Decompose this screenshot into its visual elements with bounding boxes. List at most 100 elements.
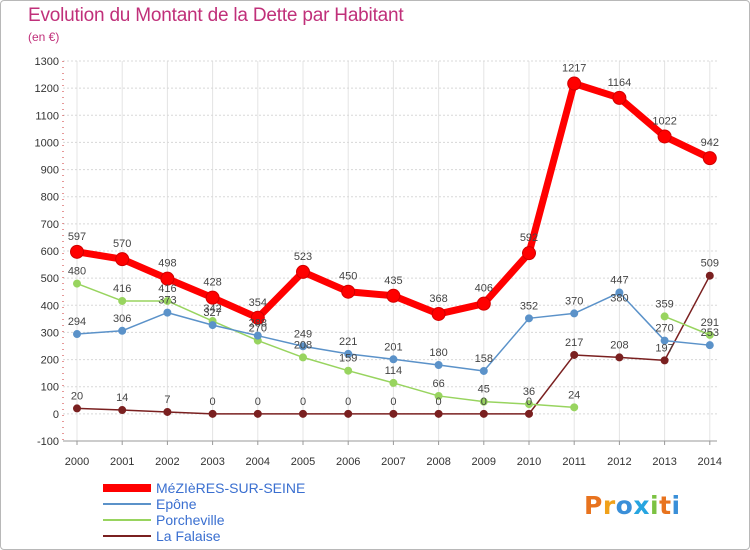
data-point-m-zi-res-sur-seine	[160, 271, 175, 286]
x-tick-label: 2008	[426, 456, 450, 468]
data-label: 0	[210, 396, 216, 408]
data-label: 498	[158, 258, 176, 270]
y-tick-label: 1100	[35, 110, 59, 122]
x-tick-label: 2012	[607, 456, 631, 468]
data-point-m-zi-res-sur-seine	[476, 296, 491, 311]
data-label: 24	[568, 389, 580, 401]
data-label: 197	[655, 342, 673, 354]
data-point-la-falaise	[525, 409, 533, 418]
legend-label-ep-ne: Epône	[156, 496, 197, 512]
data-label: 523	[294, 251, 312, 263]
y-tick-label: 900	[41, 165, 59, 177]
data-label: 570	[113, 238, 131, 250]
data-label: 370	[565, 295, 583, 307]
data-point-porcheville	[118, 296, 127, 305]
legend-label-porcheville: Porcheville	[156, 512, 225, 528]
data-point-ep-ne	[570, 309, 579, 318]
y-tick-label: 300	[41, 327, 59, 339]
data-label: 428	[203, 277, 221, 289]
data-label: 450	[339, 271, 357, 283]
data-label: 368	[429, 293, 447, 305]
data-point-porcheville	[570, 403, 579, 412]
proxiti-logo: Proxiti	[584, 491, 681, 520]
data-label: 380	[610, 293, 628, 305]
data-point-m-zi-res-sur-seine	[567, 76, 582, 91]
data-point-la-falaise	[208, 409, 217, 418]
data-point-la-falaise	[118, 406, 127, 415]
data-point-m-zi-res-sur-seine	[205, 290, 220, 305]
data-label: 291	[701, 317, 719, 329]
y-tick-label: 700	[41, 219, 59, 231]
data-label: 180	[429, 347, 447, 359]
y-tick-label: 1200	[35, 83, 59, 95]
y-tick-label: -100	[37, 436, 59, 448]
logo-letter: o	[615, 491, 634, 520]
series-line-porcheville	[76, 282, 575, 409]
data-point-ep-ne	[73, 330, 81, 339]
data-label: 406	[475, 283, 493, 295]
data-point-porcheville	[344, 366, 353, 375]
x-tick-label: 2001	[110, 456, 134, 468]
x-tick-label: 2004	[246, 456, 270, 468]
data-point-porcheville	[705, 330, 714, 339]
data-label: 0	[526, 396, 532, 408]
data-label: 373	[158, 295, 176, 307]
data-label: 208	[610, 339, 628, 351]
data-label: 7	[164, 394, 170, 406]
data-label: 158	[475, 353, 493, 365]
legend-label-la-falaise: La Falaise	[156, 528, 221, 544]
data-label: 0	[345, 396, 351, 408]
data-point-porcheville	[660, 312, 669, 321]
data-label: 253	[701, 327, 719, 339]
data-point-m-zi-res-sur-seine	[250, 310, 265, 325]
data-point-ep-ne	[525, 314, 533, 323]
data-point-m-zi-res-sur-seine	[431, 306, 446, 321]
data-label: 480	[68, 266, 86, 278]
data-point-ep-ne	[389, 355, 398, 364]
data-label: 0	[300, 396, 306, 408]
x-tick-label: 2000	[65, 456, 89, 468]
y-tick-label: 1000	[35, 137, 59, 149]
data-label: 416	[158, 283, 176, 295]
data-label: 342	[203, 303, 221, 315]
data-label: 270	[655, 323, 673, 335]
data-label: 201	[384, 341, 402, 353]
y-tick-label: 200	[41, 355, 59, 367]
data-point-ep-ne	[163, 308, 172, 317]
data-label: 435	[384, 275, 402, 287]
data-point-la-falaise	[705, 271, 714, 280]
data-point-ep-ne	[434, 361, 443, 369]
x-tick-label: 2002	[155, 456, 179, 468]
y-tick-label: 0	[53, 409, 59, 421]
x-tick-label: 2007	[381, 456, 405, 468]
x-tick-label: 2013	[652, 456, 676, 468]
x-tick-label: 2014	[698, 456, 722, 468]
series-line-porcheville	[663, 315, 711, 336]
data-point-porcheville	[299, 353, 307, 362]
y-tick-label: 600	[41, 246, 59, 258]
y-tick-label: 400	[41, 300, 59, 312]
logo-letter: r	[602, 491, 616, 520]
data-point-m-zi-res-sur-seine	[115, 252, 130, 267]
data-point-porcheville	[163, 296, 172, 305]
data-point-la-falaise	[163, 407, 172, 416]
data-point-m-zi-res-sur-seine	[296, 264, 310, 279]
data-label: 0	[255, 396, 261, 408]
data-point-m-zi-res-sur-seine	[702, 151, 717, 166]
data-label: 509	[701, 258, 719, 270]
data-label: 597	[68, 231, 86, 243]
data-point-porcheville	[434, 391, 443, 400]
logo-letter: P	[584, 491, 603, 520]
data-label: 306	[113, 313, 131, 325]
data-label: 447	[610, 275, 628, 287]
data-point-ep-ne	[253, 331, 262, 340]
data-point-ep-ne	[660, 336, 669, 345]
logo-letter: i	[671, 491, 681, 520]
data-label: 0	[390, 396, 396, 408]
data-point-la-falaise	[434, 409, 443, 418]
data-point-m-zi-res-sur-seine	[522, 246, 536, 261]
data-label: 159	[339, 353, 357, 365]
data-point-la-falaise	[344, 409, 353, 418]
data-point-m-zi-res-sur-seine	[612, 90, 627, 105]
